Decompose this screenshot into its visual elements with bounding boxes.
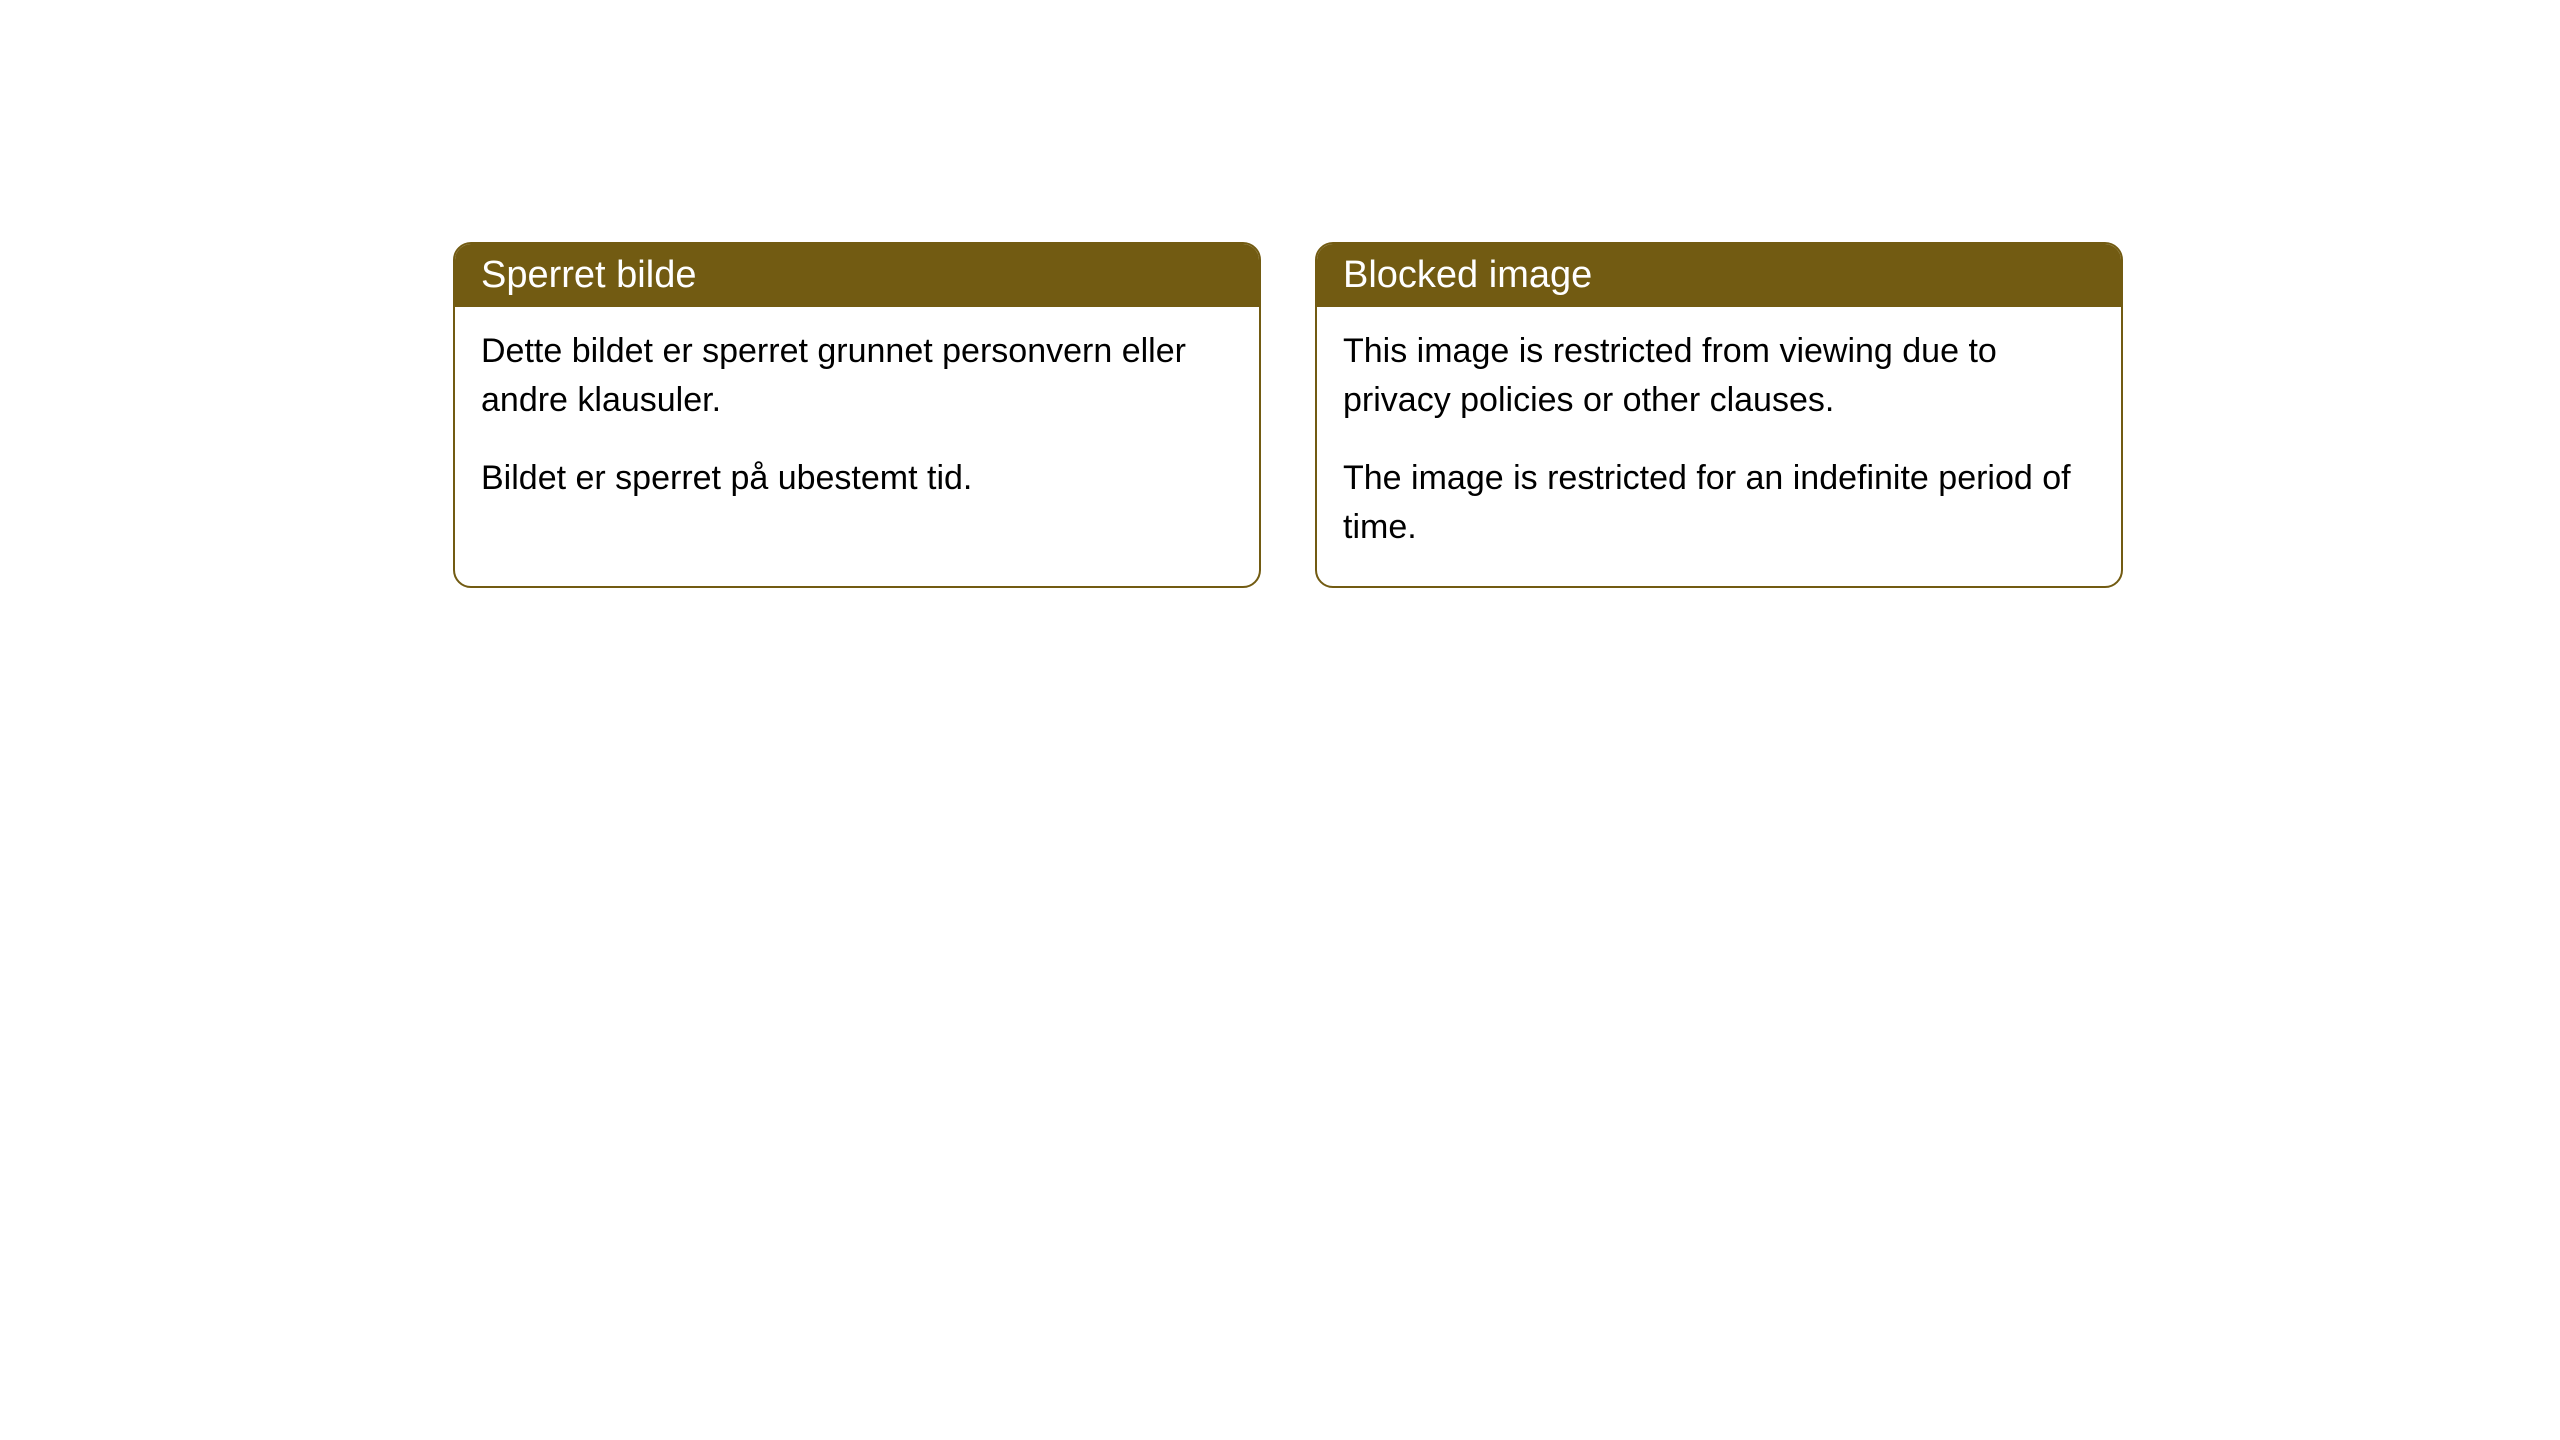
notice-card-norwegian: Sperret bilde Dette bildet er sperret gr… bbox=[453, 242, 1261, 588]
notice-cards-container: Sperret bilde Dette bildet er sperret gr… bbox=[0, 0, 2560, 588]
card-paragraph: This image is restricted from viewing du… bbox=[1343, 327, 2095, 426]
notice-card-english: Blocked image This image is restricted f… bbox=[1315, 242, 2123, 588]
card-paragraph: The image is restricted for an indefinit… bbox=[1343, 454, 2095, 553]
card-body: Dette bildet er sperret grunnet personve… bbox=[455, 307, 1259, 537]
card-paragraph: Bildet er sperret på ubestemt tid. bbox=[481, 454, 1233, 503]
card-body: This image is restricted from viewing du… bbox=[1317, 307, 2121, 586]
card-header: Blocked image bbox=[1317, 244, 2121, 307]
card-title: Blocked image bbox=[1343, 254, 1592, 296]
card-header: Sperret bilde bbox=[455, 244, 1259, 307]
card-paragraph: Dette bildet er sperret grunnet personve… bbox=[481, 327, 1233, 426]
card-title: Sperret bilde bbox=[481, 254, 696, 296]
